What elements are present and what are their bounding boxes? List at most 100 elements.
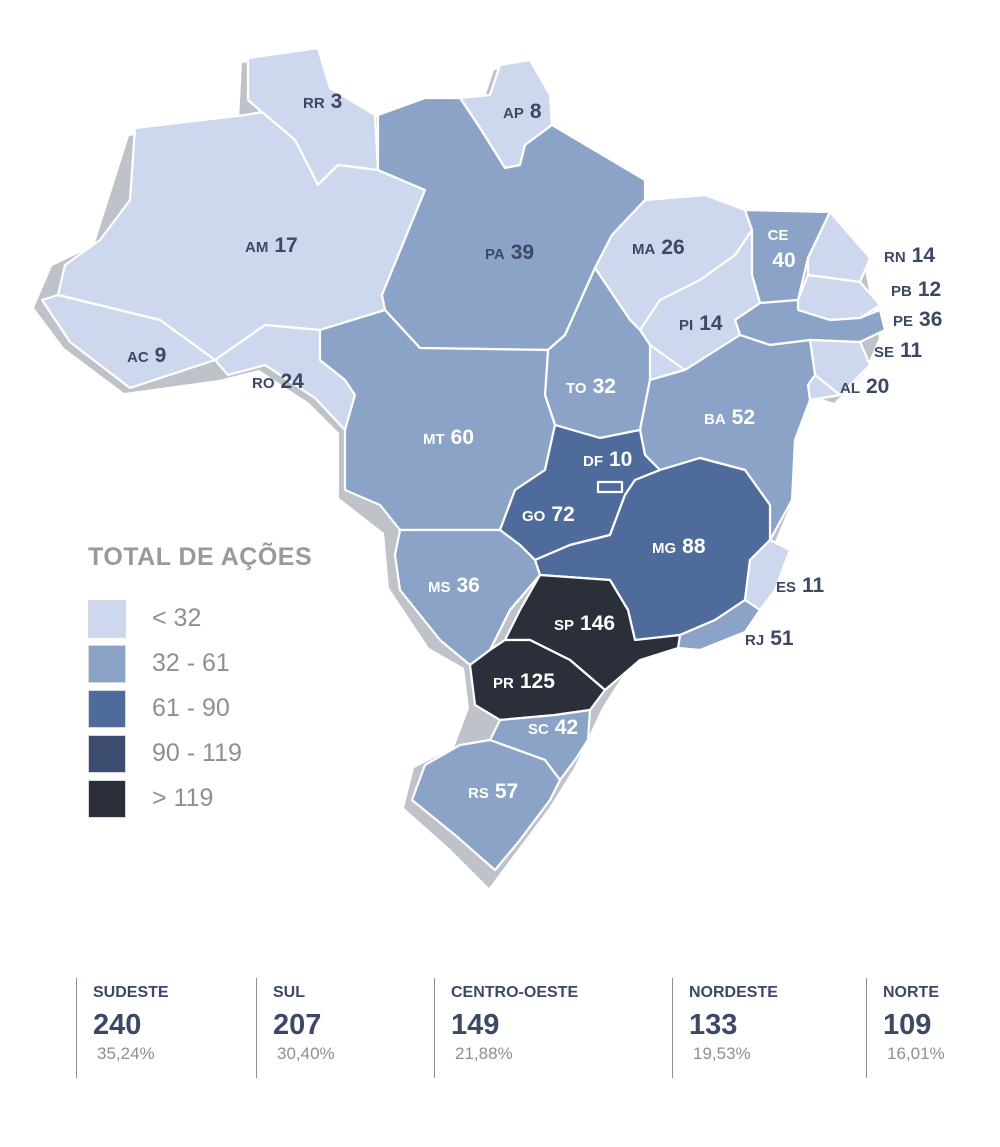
state-label-pb: PB 12: [891, 278, 941, 301]
legend-swatch: [88, 779, 126, 818]
state-value-df: 10: [609, 448, 632, 471]
state-value-rs: 57: [495, 780, 518, 803]
state-label-pi: PI 14: [679, 312, 723, 335]
legend-swatch: [88, 689, 126, 728]
state-label-pe: PE 36: [893, 308, 942, 331]
brazil-states-map: RR 3 AP 8 AM 17 PA 39 MA 26 CE 40 RN 14 PB 12 PE 36 PI 14 SE…: [34, 46, 942, 888]
region-total: 149: [451, 1009, 500, 1041]
state-abbr-ba: BA: [704, 411, 726, 428]
region-percentage: 35,24%: [97, 1044, 155, 1063]
state-label-am: AM 17: [245, 234, 298, 257]
state-abbr-pr: PR: [493, 675, 514, 692]
state-label-rj: RJ 51: [745, 627, 794, 650]
state-label-pr: PR 125: [493, 670, 555, 693]
state-label-df: DF 10: [583, 448, 632, 471]
state-abbr-pe: PE: [893, 313, 913, 330]
state-abbr-ro: RO: [252, 375, 275, 392]
state-abbr-es: ES: [776, 579, 796, 596]
state-ac: [40, 293, 217, 390]
legend-item: > 119: [88, 776, 408, 821]
state-label-ro: RO 24: [252, 370, 304, 393]
state-label-ap: AP 8: [503, 100, 542, 123]
state-abbr-al: AL: [840, 380, 860, 397]
region-stat-sul: SUL 207 30,40%: [256, 978, 426, 1078]
state-value-ap: 8: [530, 100, 542, 123]
state-abbr-sc: SC: [528, 721, 549, 738]
state-value-al: 20: [866, 375, 889, 398]
legend-label: 90 - 119: [152, 739, 242, 767]
region-stat-nordeste: NORDESTE 133 19,53%: [672, 978, 852, 1078]
state-abbr-pi: PI: [679, 317, 693, 334]
region-total: 240: [93, 1009, 142, 1041]
state-abbr-to: TO: [566, 380, 587, 397]
legend-swatch: [88, 734, 126, 773]
state-abbr-se: SE: [874, 344, 894, 361]
state-abbr-rr: RR: [303, 95, 325, 112]
region-percentage: 19,53%: [693, 1044, 751, 1063]
region-percentage: 16,01%: [887, 1044, 945, 1063]
legend-item: 90 - 119: [88, 731, 408, 776]
state-abbr-ms: MS: [428, 579, 451, 596]
state-label-ba: BA 52: [704, 406, 755, 429]
region-total: 207: [273, 1009, 322, 1041]
state-abbr-ac: AC: [127, 349, 149, 366]
state-rj: [676, 598, 762, 652]
state-value-go: 72: [551, 503, 574, 526]
state-value-ro: 24: [281, 370, 305, 393]
state-label-sp: SP 146: [554, 612, 615, 635]
state-label-ma: MA 26: [632, 236, 685, 259]
state-label-ac: AC 9: [127, 344, 166, 367]
region-percentage: 30,40%: [277, 1044, 335, 1063]
state-label-ms: MS 36: [428, 574, 480, 597]
legend-label: > 119: [152, 784, 214, 812]
state-value-sp: 146: [580, 612, 615, 635]
state-abbr-ap: AP: [503, 105, 524, 122]
state-value-pr: 125: [520, 670, 555, 693]
state-abbr-mg: MG: [652, 540, 676, 557]
state-abbr-pa: PA: [485, 246, 505, 263]
legend-label: 61 - 90: [152, 694, 230, 722]
state-ms: [393, 528, 542, 667]
state-label-rr: RR 3: [303, 90, 342, 113]
state-value-mg: 88: [682, 535, 706, 558]
state-value-se: 11: [900, 339, 923, 362]
state-abbr-pb: PB: [891, 283, 912, 300]
region-percentage: 21,88%: [455, 1044, 513, 1063]
state-value-ce: 40: [772, 249, 795, 272]
state-label-ce: CE: [768, 227, 789, 244]
state-value-pi: 14: [699, 312, 723, 335]
state-value-ba: 52: [732, 406, 755, 429]
state-value-ms: 36: [457, 574, 480, 597]
region-stat-norte: NORTE 109 16,01%: [866, 978, 996, 1078]
legend-label: < 32: [152, 604, 202, 632]
legend-item: 32 - 61: [88, 641, 408, 686]
state-value-pe: 36: [919, 308, 942, 331]
state-abbr-sp: SP: [554, 617, 574, 634]
region-total: 109: [883, 1009, 932, 1041]
legend-swatch: [88, 599, 126, 638]
state-value-rj: 51: [770, 627, 794, 650]
legend: TOTAL DE AÇÕES < 32 32 - 61 61 - 90 90 -…: [88, 543, 408, 821]
state-value-ma: 26: [661, 236, 684, 259]
state-label-to: TO 32: [566, 375, 616, 398]
state-value-ac: 9: [155, 344, 167, 367]
state-label-es: ES 11: [776, 574, 825, 597]
state-label-sc: SC 42: [528, 716, 578, 739]
state-value-mt: 60: [451, 426, 474, 449]
state-abbr-rn: RN: [884, 249, 906, 266]
state-label-mt: MT 60: [423, 426, 474, 449]
state-value-sc: 42: [555, 716, 578, 739]
state-abbr-df: DF: [583, 453, 603, 470]
region-total: 133: [689, 1009, 738, 1041]
state-value-am: 17: [274, 234, 297, 257]
state-label-se: SE 11: [874, 339, 923, 362]
state-label-pa: PA 39: [485, 241, 534, 264]
state-abbr-mt: MT: [423, 431, 445, 448]
region-name: NORTE: [883, 984, 939, 1001]
state-label-rn: RN 14: [884, 244, 935, 267]
legend-item: 61 - 90: [88, 686, 408, 731]
region-name: CENTRO-OESTE: [451, 984, 579, 1001]
region-stats: SUDESTE 240 35,24% SUL 207 30,40% CENTRO…: [0, 978, 1000, 1078]
state-value-pb: 12: [918, 278, 941, 301]
region-stat-centro-oeste: CENTRO-OESTE 149 21,88%: [434, 978, 664, 1078]
